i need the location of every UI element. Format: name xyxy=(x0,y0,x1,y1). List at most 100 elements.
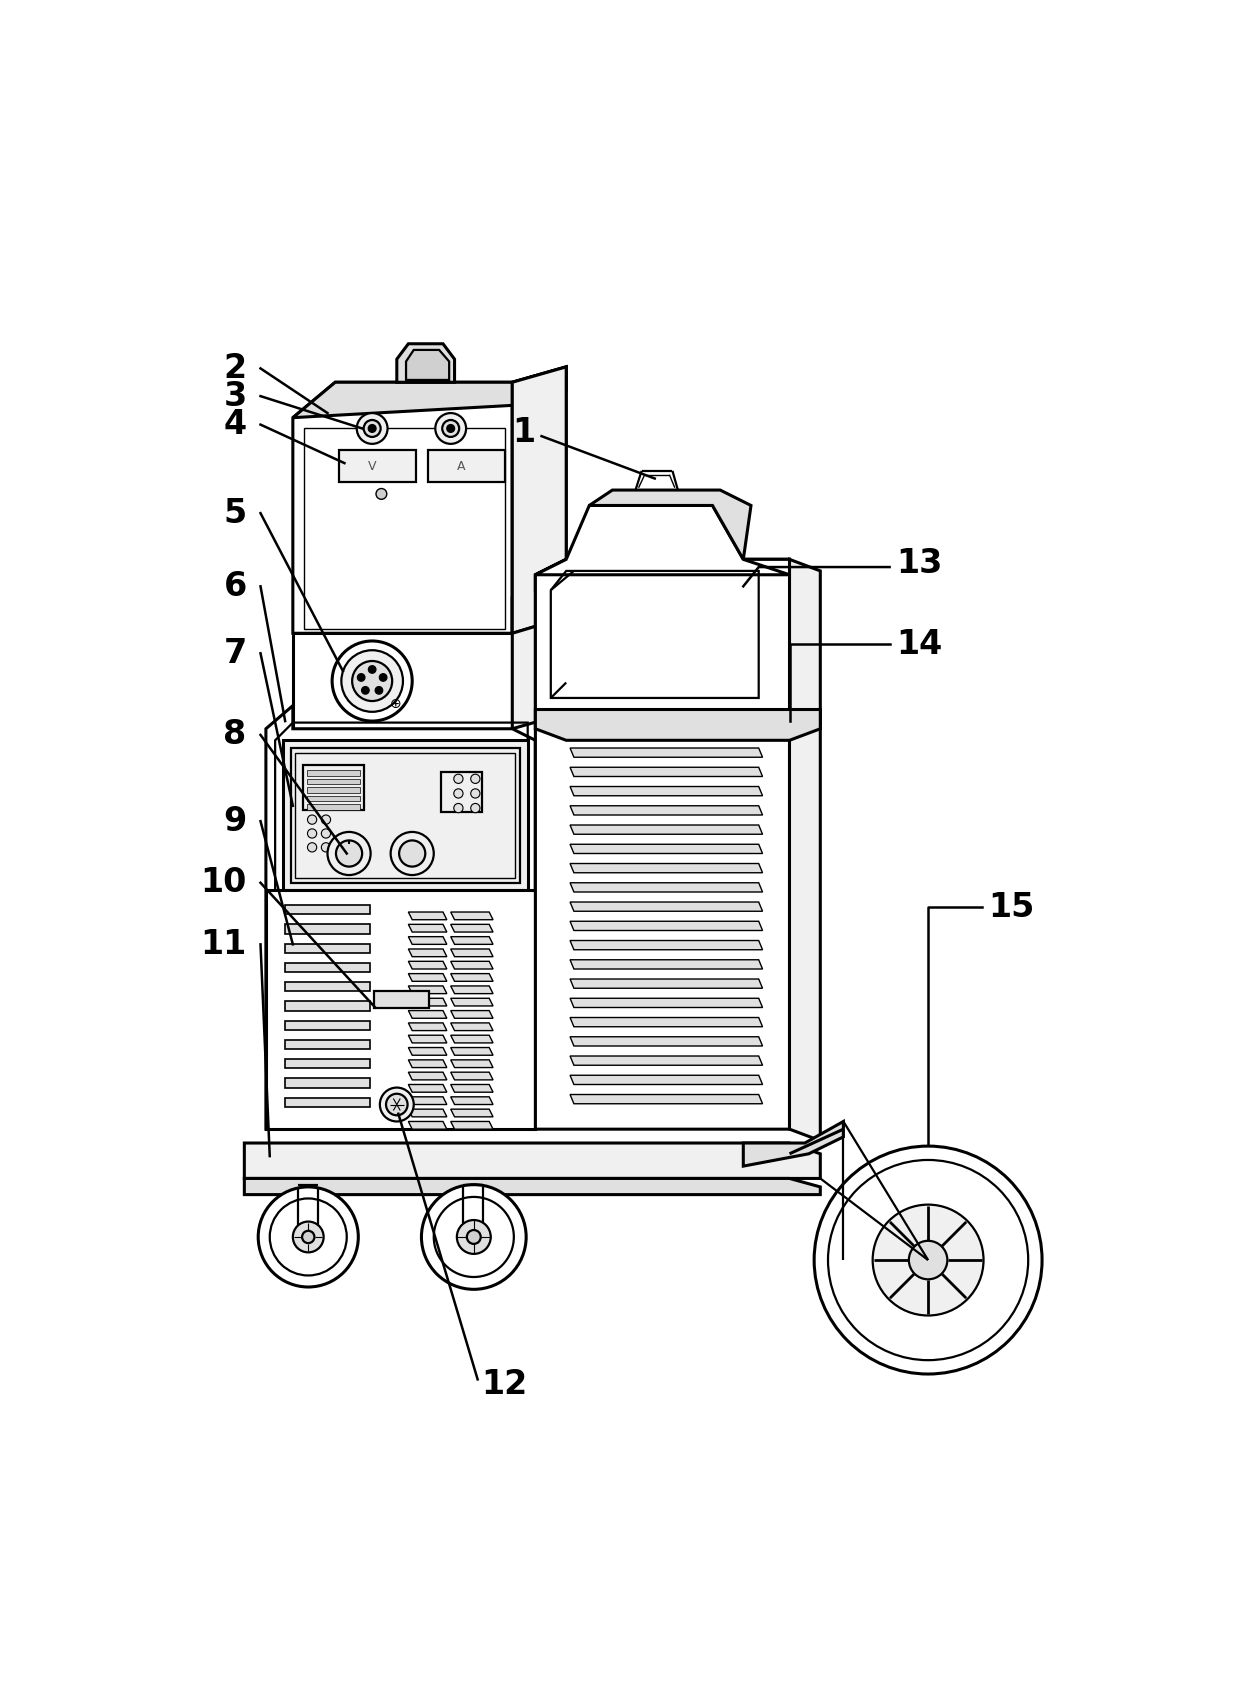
Text: 15: 15 xyxy=(988,891,1034,925)
Polygon shape xyxy=(408,925,446,931)
Text: 6: 6 xyxy=(223,569,247,603)
Circle shape xyxy=(399,840,425,867)
Polygon shape xyxy=(408,1022,446,1031)
Polygon shape xyxy=(570,1037,763,1046)
Circle shape xyxy=(362,687,370,694)
Circle shape xyxy=(454,788,463,798)
Polygon shape xyxy=(570,768,763,776)
Polygon shape xyxy=(450,925,494,931)
Circle shape xyxy=(815,1147,1042,1374)
Polygon shape xyxy=(450,973,494,982)
Polygon shape xyxy=(450,936,494,945)
Circle shape xyxy=(379,1088,414,1122)
Circle shape xyxy=(456,1219,491,1255)
Bar xyxy=(308,805,360,810)
Polygon shape xyxy=(570,825,763,834)
Circle shape xyxy=(368,424,376,433)
Circle shape xyxy=(258,1187,358,1287)
Circle shape xyxy=(386,1093,408,1115)
Polygon shape xyxy=(265,891,536,1130)
Bar xyxy=(285,1098,370,1106)
Circle shape xyxy=(454,775,463,783)
Circle shape xyxy=(443,419,459,436)
Polygon shape xyxy=(570,940,763,950)
Circle shape xyxy=(471,788,480,798)
Polygon shape xyxy=(512,616,567,729)
Circle shape xyxy=(471,803,480,813)
Polygon shape xyxy=(244,1179,821,1194)
Circle shape xyxy=(435,413,466,445)
Bar xyxy=(285,1002,370,1010)
Text: 2: 2 xyxy=(223,352,247,386)
Polygon shape xyxy=(283,741,528,891)
Bar xyxy=(308,788,360,793)
Polygon shape xyxy=(408,985,446,994)
Polygon shape xyxy=(570,786,763,797)
Bar xyxy=(308,797,360,802)
Polygon shape xyxy=(408,962,446,968)
Bar xyxy=(285,963,370,972)
Polygon shape xyxy=(570,978,763,989)
Polygon shape xyxy=(790,559,821,1140)
Text: 4: 4 xyxy=(223,408,247,441)
Circle shape xyxy=(321,829,331,839)
Polygon shape xyxy=(450,1010,494,1019)
Polygon shape xyxy=(450,950,494,957)
Polygon shape xyxy=(570,1056,763,1066)
Bar xyxy=(303,765,365,810)
Polygon shape xyxy=(408,1122,446,1130)
Polygon shape xyxy=(570,864,763,872)
Text: 3: 3 xyxy=(223,379,247,413)
Text: 8: 8 xyxy=(223,719,247,751)
Polygon shape xyxy=(265,706,536,1130)
Polygon shape xyxy=(450,1110,494,1116)
Polygon shape xyxy=(570,960,763,968)
Polygon shape xyxy=(293,633,512,729)
Text: 1: 1 xyxy=(512,416,536,450)
Circle shape xyxy=(828,1160,1028,1361)
Polygon shape xyxy=(450,1073,494,1079)
Polygon shape xyxy=(570,748,763,758)
Circle shape xyxy=(379,674,387,682)
Polygon shape xyxy=(570,882,763,893)
Circle shape xyxy=(293,1221,324,1253)
Circle shape xyxy=(374,687,383,694)
Circle shape xyxy=(454,803,463,813)
Circle shape xyxy=(308,842,316,852)
Polygon shape xyxy=(536,505,790,574)
Polygon shape xyxy=(408,950,446,957)
Bar xyxy=(373,990,429,1007)
Bar xyxy=(285,1021,370,1031)
Polygon shape xyxy=(512,367,567,633)
Circle shape xyxy=(336,840,362,867)
Polygon shape xyxy=(570,921,763,931)
Bar xyxy=(285,943,370,953)
Polygon shape xyxy=(405,350,449,381)
Bar xyxy=(285,904,370,914)
Circle shape xyxy=(363,419,381,436)
Circle shape xyxy=(332,642,412,721)
Polygon shape xyxy=(512,367,567,633)
Text: ⊕: ⊕ xyxy=(389,697,401,711)
Polygon shape xyxy=(570,844,763,854)
Polygon shape xyxy=(450,1059,494,1068)
Text: 12: 12 xyxy=(481,1369,528,1401)
Text: V: V xyxy=(368,460,377,473)
Circle shape xyxy=(467,1229,481,1244)
Polygon shape xyxy=(304,428,505,628)
Circle shape xyxy=(446,424,455,433)
Circle shape xyxy=(321,842,331,852)
Polygon shape xyxy=(570,805,763,815)
Polygon shape xyxy=(408,973,446,982)
Bar xyxy=(441,771,481,812)
Polygon shape xyxy=(450,1084,494,1093)
Bar xyxy=(308,770,360,776)
Polygon shape xyxy=(408,1010,446,1019)
Polygon shape xyxy=(408,913,446,919)
Polygon shape xyxy=(536,559,790,729)
Polygon shape xyxy=(450,999,494,1005)
Bar xyxy=(339,450,417,482)
Polygon shape xyxy=(570,1095,763,1103)
Circle shape xyxy=(308,815,316,823)
Circle shape xyxy=(357,413,388,445)
